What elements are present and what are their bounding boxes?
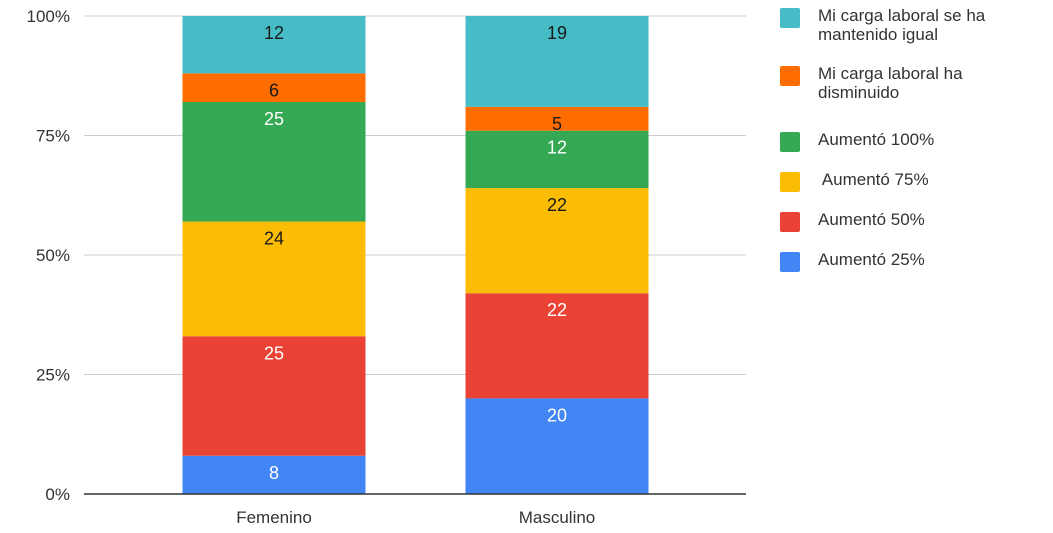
bar-segment <box>182 455 366 494</box>
y-tick-label: 75% <box>36 127 70 146</box>
x-tick-label: Masculino <box>519 508 596 527</box>
y-tick-label: 25% <box>36 366 70 385</box>
bar-segment <box>182 102 366 222</box>
bar-segment <box>182 336 366 456</box>
legend-label: Aumentó 100% <box>818 130 935 149</box>
legend-swatch <box>780 252 800 272</box>
x-tick-label: Femenino <box>236 508 312 527</box>
legend-label: Mi carga laboral se ha <box>818 6 986 25</box>
legend-swatch <box>780 212 800 232</box>
legend-swatch <box>780 172 800 192</box>
legend-item: Aumentó 75% <box>780 170 929 192</box>
legend-swatch <box>780 66 800 86</box>
bar-segment <box>182 73 366 103</box>
y-tick-label: 0% <box>45 485 70 504</box>
legend-label: mantenido igual <box>818 25 939 44</box>
bar-segment <box>465 398 649 494</box>
legend-swatch <box>780 8 800 28</box>
data-label: 6 <box>269 80 279 100</box>
data-label: 5 <box>552 114 562 134</box>
legend-label: Aumentó 75% <box>818 170 929 189</box>
bar-segment <box>465 106 649 131</box>
bar-segment <box>465 130 649 189</box>
legend-label: Mi carga laboral ha <box>818 64 963 83</box>
legend-label: disminuido <box>818 83 900 102</box>
legend-swatch <box>780 132 800 152</box>
data-label: 12 <box>547 138 567 158</box>
bar-segment <box>182 16 366 74</box>
bar-segment <box>465 188 649 294</box>
data-label: 22 <box>547 300 567 320</box>
legend-item: Aumentó 25% <box>780 250 925 272</box>
data-label: 19 <box>547 23 567 43</box>
bar-segment <box>465 293 649 399</box>
bar-segment <box>182 221 366 337</box>
data-label: 24 <box>264 229 284 249</box>
bar-segment <box>465 16 649 107</box>
legend-item: Aumentó 50% <box>780 210 925 232</box>
data-label: 12 <box>264 23 284 43</box>
legend-label: Aumentó 50% <box>818 210 925 229</box>
legend-item: Mi carga laboral ha disminuido <box>780 64 963 102</box>
y-tick-label: 100% <box>27 7 70 26</box>
legend-item: Mi carga laboral se ha mantenido igual <box>780 6 985 44</box>
legend-item: Aumentó 100% <box>780 130 935 152</box>
y-tick-label: 50% <box>36 246 70 265</box>
data-label: 20 <box>547 405 567 425</box>
data-label: 8 <box>269 463 279 483</box>
data-label: 25 <box>264 343 284 363</box>
data-label: 22 <box>547 195 567 215</box>
legend-label: Aumentó 25% <box>818 250 925 269</box>
data-label: 25 <box>264 109 284 129</box>
